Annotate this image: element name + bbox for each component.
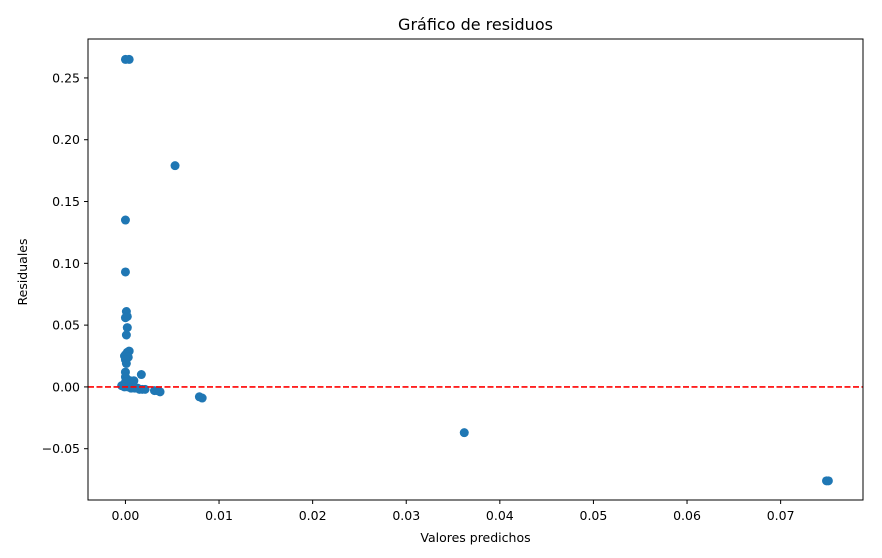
y-tick-label: 0.20: [52, 132, 80, 147]
plot-frame: [87, 38, 864, 501]
data-point: [120, 215, 130, 225]
y-tick-label: 0.10: [52, 256, 80, 271]
data-point: [122, 323, 132, 333]
data-point: [120, 313, 130, 323]
data-point: [170, 161, 180, 171]
y-tick-label: 0.15: [52, 194, 80, 209]
data-point: [136, 370, 146, 380]
x-tick-label: 0.01: [205, 508, 233, 523]
x-tick-label: 0.06: [673, 508, 701, 523]
x-tick-label: 0.03: [392, 508, 420, 523]
data-point: [124, 54, 134, 64]
x-axis-label: Valores predichos: [420, 530, 530, 545]
x-tick-label: 0.04: [486, 508, 514, 523]
y-tick-label: 0.05: [52, 318, 80, 333]
x-tick-label: 0.02: [299, 508, 327, 523]
data-point: [197, 393, 207, 403]
data-point: [120, 267, 130, 277]
x-tick-label: 0.05: [580, 508, 608, 523]
y-axis-ticks: −0.05 0.00 0.05 0.10 0.15 0.20 0.25: [42, 70, 88, 456]
y-tick-label: 0.25: [52, 70, 80, 85]
data-point: [155, 387, 165, 397]
y-tick-label: 0.00: [52, 379, 80, 394]
data-point: [121, 330, 131, 340]
data-point: [121, 358, 131, 368]
x-axis-ticks: 0.00 0.01 0.02 0.03 0.04 0.05 0.06 0.07: [112, 500, 795, 523]
y-tick-label: −0.05: [42, 441, 80, 456]
y-axis-label: Residuales: [15, 239, 30, 306]
data-point: [823, 476, 833, 486]
chart-title: Gráfico de residuos: [398, 15, 553, 34]
scatter-points: [117, 54, 833, 486]
data-point: [459, 428, 469, 438]
x-tick-label: 0.00: [112, 508, 140, 523]
x-tick-label: 0.07: [767, 508, 795, 523]
